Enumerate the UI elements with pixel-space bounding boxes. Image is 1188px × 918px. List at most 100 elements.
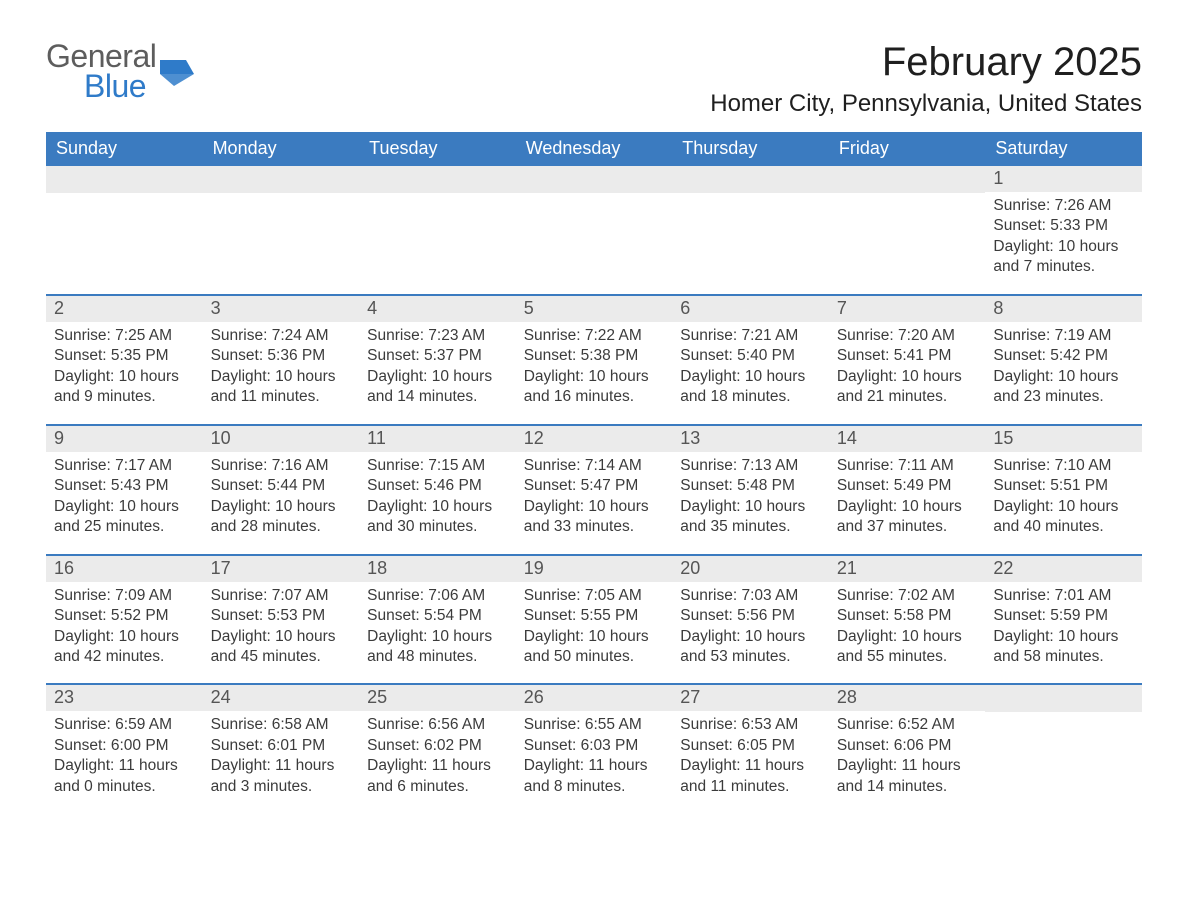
day-cell [829,166,986,294]
weekday-header: Sunday [46,132,203,166]
day-cell: 11Sunrise: 7:15 AMSunset: 5:46 PMDayligh… [359,426,516,554]
daylight-text: Daylight: 10 hours and 18 minutes. [680,367,821,408]
day-cell: 21Sunrise: 7:02 AMSunset: 5:58 PMDayligh… [829,556,986,684]
sunset-text: Sunset: 6:00 PM [54,736,195,756]
daylight-text: Daylight: 10 hours and 28 minutes. [211,497,352,538]
daylight-text: Daylight: 10 hours and 33 minutes. [524,497,665,538]
day-cell: 5Sunrise: 7:22 AMSunset: 5:38 PMDaylight… [516,296,673,424]
day-cell: 1Sunrise: 7:26 AMSunset: 5:33 PMDaylight… [985,166,1142,294]
day-cell: 26Sunrise: 6:55 AMSunset: 6:03 PMDayligh… [516,685,673,813]
weekday-header-row: SundayMondayTuesdayWednesdayThursdayFrid… [46,132,1142,166]
sunrise-text: Sunrise: 7:25 AM [54,326,195,346]
day-number: 6 [672,296,829,322]
daylight-text: Daylight: 10 hours and 21 minutes. [837,367,978,408]
day-cell: 6 Sunrise: 7:21 AMSunset: 5:40 PMDaylight… [672,296,829,424]
week-row: 23Sunrise: 6:59 AMSunset: 6:00 PMDayligh… [46,683,1142,813]
day-details: Sunrise: 7:06 AMSunset: 5:54 PMDaylight:… [359,582,516,668]
month-title: February 2025 [710,40,1142,84]
daylight-text: Daylight: 11 hours and 6 minutes. [367,756,508,797]
sunrise-text: Sunrise: 7:06 AM [367,586,508,606]
day-details: Sunrise: 7:07 AMSunset: 5:53 PMDaylight:… [203,582,360,668]
day-number: 25 [359,685,516,711]
day-cell: 15Sunrise: 7:10 AMSunset: 5:51 PMDayligh… [985,426,1142,554]
day-cell: 7Sunrise: 7:20 AMSunset: 5:41 PMDaylight… [829,296,986,424]
daylight-text: Daylight: 10 hours and 30 minutes. [367,497,508,538]
day-number: 14 [829,426,986,452]
sunrise-text: Sunrise: 7:16 AM [211,456,352,476]
sunset-text: Sunset: 5:42 PM [993,346,1134,366]
sunset-text: Sunset: 5:54 PM [367,606,508,626]
sunrise-text: Sunrise: 7:03 AM [680,586,821,606]
sunset-text: Sunset: 5:44 PM [211,476,352,496]
sunrise-text: Sunrise: 6:53 AM [680,715,821,735]
sunset-text: Sunset: 5:40 PM [680,346,821,366]
sunset-text: Sunset: 5:59 PM [993,606,1134,626]
sunset-text: Sunset: 5:48 PM [680,476,821,496]
day-number: 21 [829,556,986,582]
daylight-text: Daylight: 10 hours and 23 minutes. [993,367,1134,408]
daylight-text: Daylight: 10 hours and 35 minutes. [680,497,821,538]
day-details: Sunrise: 7:22 AMSunset: 5:38 PMDaylight:… [516,322,673,408]
weekday-header: Wednesday [516,132,673,166]
day-number: 16 [46,556,203,582]
day-cell: 14Sunrise: 7:11 AMSunset: 5:49 PMDayligh… [829,426,986,554]
day-number: 2 [46,296,203,322]
day-details: Sunrise: 7:26 AMSunset: 5:33 PMDaylight:… [985,192,1142,278]
sunset-text: Sunset: 5:58 PM [837,606,978,626]
day-details: Sunrise: 7:09 AMSunset: 5:52 PMDaylight:… [46,582,203,668]
sunset-text: Sunset: 5:53 PM [211,606,352,626]
day-number: 12 [516,426,673,452]
day-number: 5 [516,296,673,322]
day-details: Sunrise: 7:23 AMSunset: 5:37 PMDaylight:… [359,322,516,408]
calendar: SundayMondayTuesdayWednesdayThursdayFrid… [46,132,1142,813]
sunrise-text: Sunrise: 7:24 AM [211,326,352,346]
day-details: Sunrise: 7:01 AMSunset: 5:59 PMDaylight:… [985,582,1142,668]
day-cell: 8Sunrise: 7:19 AMSunset: 5:42 PMDaylight… [985,296,1142,424]
day-cell: 3Sunrise: 7:24 AMSunset: 5:36 PMDaylight… [203,296,360,424]
title-block: February 2025 Homer City, Pennsylvania, … [710,40,1142,118]
day-details: Sunrise: 7:13 AMSunset: 5:48 PMDaylight:… [672,452,829,538]
day-cell: 16Sunrise: 7:09 AMSunset: 5:52 PMDayligh… [46,556,203,684]
day-number: 27 [672,685,829,711]
day-cell [985,685,1142,813]
sunset-text: Sunset: 6:02 PM [367,736,508,756]
logo-word-2: Blue [84,70,156,102]
day-number: 1 [985,166,1142,192]
weekday-header: Friday [829,132,986,166]
daylight-text: Daylight: 10 hours and 7 minutes. [993,237,1134,278]
sunrise-text: Sunrise: 6:58 AM [211,715,352,735]
day-cell [46,166,203,294]
sunrise-text: Sunrise: 6:55 AM [524,715,665,735]
daylight-text: Daylight: 11 hours and 0 minutes. [54,756,195,797]
weekday-header: Tuesday [359,132,516,166]
day-cell [359,166,516,294]
day-number [359,166,516,193]
day-cell: 23Sunrise: 6:59 AMSunset: 6:00 PMDayligh… [46,685,203,813]
day-details: Sunrise: 6:55 AMSunset: 6:03 PMDaylight:… [516,711,673,797]
sunset-text: Sunset: 5:41 PM [837,346,978,366]
day-number [829,166,986,193]
sunset-text: Sunset: 5:43 PM [54,476,195,496]
logo: General Blue [46,40,194,102]
day-number: 26 [516,685,673,711]
sunrise-text: Sunrise: 7:07 AM [211,586,352,606]
day-number: 24 [203,685,360,711]
day-cell: 20Sunrise: 7:03 AMSunset: 5:56 PMDayligh… [672,556,829,684]
location: Homer City, Pennsylvania, United States [710,90,1142,118]
sunrise-text: Sunrise: 7:21 AM [680,326,821,346]
day-number: 28 [829,685,986,711]
header: General Blue February 2025 Homer City, P… [46,40,1142,118]
weekday-header: Saturday [985,132,1142,166]
day-number: 4 [359,296,516,322]
sunrise-text: Sunrise: 7:20 AM [837,326,978,346]
sunrise-text: Sunrise: 7:17 AM [54,456,195,476]
day-cell: 13Sunrise: 7:13 AMSunset: 5:48 PMDayligh… [672,426,829,554]
day-cell: 27Sunrise: 6:53 AMSunset: 6:05 PMDayligh… [672,685,829,813]
day-number [516,166,673,193]
daylight-text: Daylight: 10 hours and 53 minutes. [680,627,821,668]
day-number [46,166,203,193]
day-cell [203,166,360,294]
sunrise-text: Sunrise: 7:10 AM [993,456,1134,476]
day-cell: 25Sunrise: 6:56 AMSunset: 6:02 PMDayligh… [359,685,516,813]
day-details: Sunrise: 7:05 AMSunset: 5:55 PMDaylight:… [516,582,673,668]
